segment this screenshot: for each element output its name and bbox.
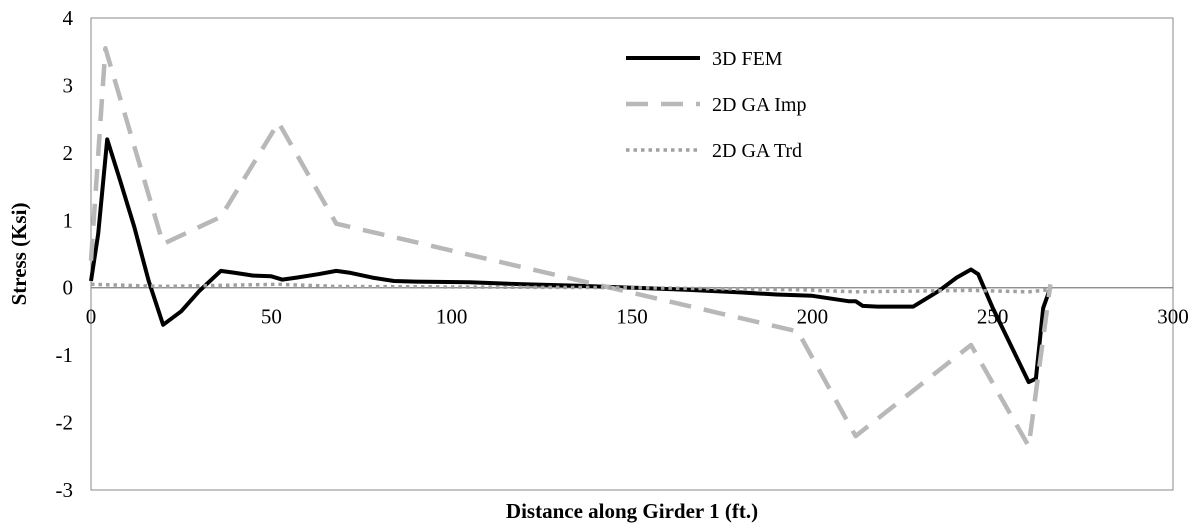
- y-tick-label: -1: [56, 343, 74, 367]
- series-line-2d-ga-trd: [90, 282, 1051, 294]
- x-tick-label: 200: [797, 305, 829, 329]
- x-tick-labels: 0 50 100 150 200 250 300: [86, 305, 1189, 329]
- y-tick-label: 2: [63, 141, 74, 165]
- y-tick-label: -2: [56, 411, 74, 435]
- y-tick-label: 0: [63, 276, 74, 300]
- y-tick-label: 1: [63, 208, 74, 232]
- x-tick-label: 50: [261, 305, 282, 329]
- y-tick-label: 4: [63, 6, 74, 30]
- legend: 3D FEM 2D GA Imp 2D GA Trd: [626, 48, 806, 162]
- y-tick-label: 3: [63, 73, 74, 97]
- y-tick-labels: 4 3 2 1 0 -1 -2 -3: [56, 6, 74, 502]
- series-layer: [88, 46, 1053, 449]
- series-line-3d-fem: [89, 137, 1053, 385]
- y-tick-label: -3: [56, 478, 74, 502]
- legend-label: 2D GA Imp: [712, 94, 806, 116]
- x-tick-label: 100: [436, 305, 468, 329]
- x-tick-label: 300: [1157, 305, 1189, 329]
- x-tick-label: 150: [616, 305, 648, 329]
- series-line-2d-ga-imp: [88, 46, 1053, 449]
- legend-label: 2D GA Trd: [712, 140, 802, 162]
- x-axis-title: Distance along Girder 1 (ft.): [506, 499, 758, 523]
- x-tick-label: 0: [86, 305, 97, 329]
- y-axis-title: Stress (Ksi): [7, 203, 31, 306]
- plot-area: [90, 17, 1174, 491]
- legend-label: 3D FEM: [712, 48, 783, 70]
